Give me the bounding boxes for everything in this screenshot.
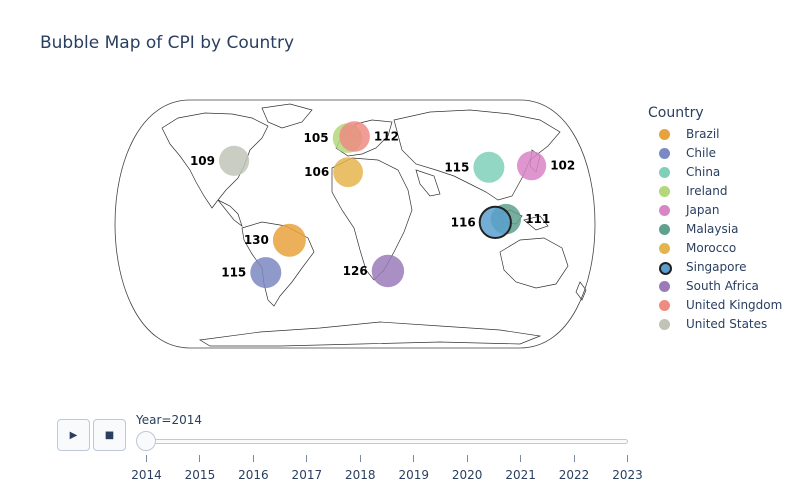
slider-tick bbox=[199, 455, 201, 462]
bubble-chile[interactable] bbox=[250, 257, 282, 289]
legend-label: Brazil bbox=[686, 127, 720, 141]
bubble-united-kingdom[interactable] bbox=[339, 121, 370, 152]
legend-item[interactable]: Japan bbox=[648, 201, 719, 220]
legend-marker bbox=[659, 262, 672, 275]
slider-tick-label[interactable]: 2015 bbox=[184, 468, 216, 482]
legend-label: China bbox=[686, 165, 721, 179]
legend-marker bbox=[659, 300, 670, 311]
legend-marker bbox=[659, 167, 670, 178]
bubble-value-label: 105 bbox=[304, 131, 329, 145]
legend-label: Chile bbox=[686, 146, 717, 160]
bubble-value-label: 115 bbox=[221, 266, 246, 280]
slider-tick bbox=[413, 455, 415, 462]
bubble-united-states[interactable] bbox=[219, 145, 250, 176]
legend-marker bbox=[659, 224, 670, 235]
slider-tick bbox=[359, 455, 361, 462]
legend-label: Malaysia bbox=[686, 222, 739, 236]
legend-item[interactable]: Singapore bbox=[648, 258, 747, 277]
legend-marker bbox=[659, 205, 670, 216]
legend-title: Country bbox=[648, 105, 704, 121]
slider-tick-label[interactable]: 2023 bbox=[612, 468, 643, 482]
bubble-value-label: 116 bbox=[451, 215, 476, 229]
legend-marker bbox=[659, 186, 670, 197]
slider-tick-label[interactable]: 2018 bbox=[344, 468, 376, 482]
year-slider-handle[interactable] bbox=[136, 431, 156, 451]
slider-tick-label[interactable]: 2021 bbox=[505, 468, 536, 482]
legend-item[interactable]: Ireland bbox=[648, 182, 728, 201]
bubble-japan[interactable] bbox=[517, 151, 547, 181]
bubble-value-label: 106 bbox=[304, 165, 329, 179]
bubble-value-label: 115 bbox=[444, 160, 469, 174]
legend-label: South Africa bbox=[686, 279, 759, 293]
legend-item[interactable]: South Africa bbox=[648, 277, 759, 296]
slider-tick bbox=[146, 455, 147, 462]
bubble-value-label: 102 bbox=[550, 159, 575, 173]
slider-tick-label[interactable]: 2020 bbox=[451, 468, 483, 482]
legend-label: Morocco bbox=[686, 241, 737, 255]
bubble-value-label: 112 bbox=[374, 130, 399, 144]
legend-marker bbox=[659, 319, 670, 330]
slider-tick-label[interactable]: 2017 bbox=[291, 468, 323, 482]
year-slider-track[interactable] bbox=[146, 439, 628, 444]
legend-label: Singapore bbox=[686, 260, 747, 274]
chart-title: Bubble Map of CPI by Country bbox=[40, 33, 295, 53]
legend-label: Ireland bbox=[686, 184, 728, 198]
slider-tick-label[interactable]: 2016 bbox=[238, 468, 269, 482]
legend-item[interactable]: Malaysia bbox=[648, 220, 738, 239]
bubble-value-label: 109 bbox=[190, 154, 215, 168]
legend-item[interactable]: Morocco bbox=[648, 239, 736, 258]
bubble-china[interactable] bbox=[473, 151, 505, 183]
legend-marker bbox=[659, 243, 670, 254]
slider-tick-label[interactable]: 2014 bbox=[131, 468, 162, 482]
bubble-value-label: 130 bbox=[244, 233, 269, 247]
legend-item[interactable]: Chile bbox=[648, 144, 716, 163]
legend-item[interactable]: United States bbox=[648, 315, 767, 334]
legend-marker bbox=[659, 281, 670, 292]
legend-marker bbox=[659, 148, 670, 159]
legend-label: Japan bbox=[686, 203, 720, 217]
bubble-south-africa[interactable] bbox=[371, 254, 405, 288]
slider-tick bbox=[306, 455, 308, 462]
slider-current-value: Year=2014 bbox=[136, 413, 202, 427]
slider-tick-label[interactable]: 2019 bbox=[398, 468, 429, 482]
slider-tick bbox=[573, 455, 575, 462]
slider-tick bbox=[627, 455, 628, 462]
bubble-brazil[interactable] bbox=[272, 223, 306, 257]
legend-label: United Kingdom bbox=[686, 298, 783, 312]
bubble-morocco[interactable] bbox=[333, 157, 363, 188]
legend-item[interactable]: China bbox=[648, 163, 720, 182]
bubble-singapore[interactable] bbox=[478, 205, 512, 239]
play-button[interactable]: ▶ bbox=[57, 419, 90, 451]
slider-tick bbox=[252, 455, 254, 462]
legend-item[interactable]: United Kingdom bbox=[648, 296, 782, 315]
slider-tick-label[interactable]: 2022 bbox=[558, 468, 590, 482]
legend-item[interactable]: Brazil bbox=[648, 125, 720, 144]
bubble-value-label: 126 bbox=[343, 264, 368, 278]
legend-marker bbox=[659, 129, 670, 140]
slider-tick bbox=[520, 455, 522, 462]
legend-label: United States bbox=[686, 317, 768, 331]
slider-tick bbox=[466, 455, 468, 462]
stop-button[interactable]: ■ bbox=[93, 419, 126, 451]
legend: Country Brazil Chile China Ireland Japan Mala… bbox=[648, 105, 782, 334]
bubble-value-label: 111 bbox=[525, 212, 550, 226]
